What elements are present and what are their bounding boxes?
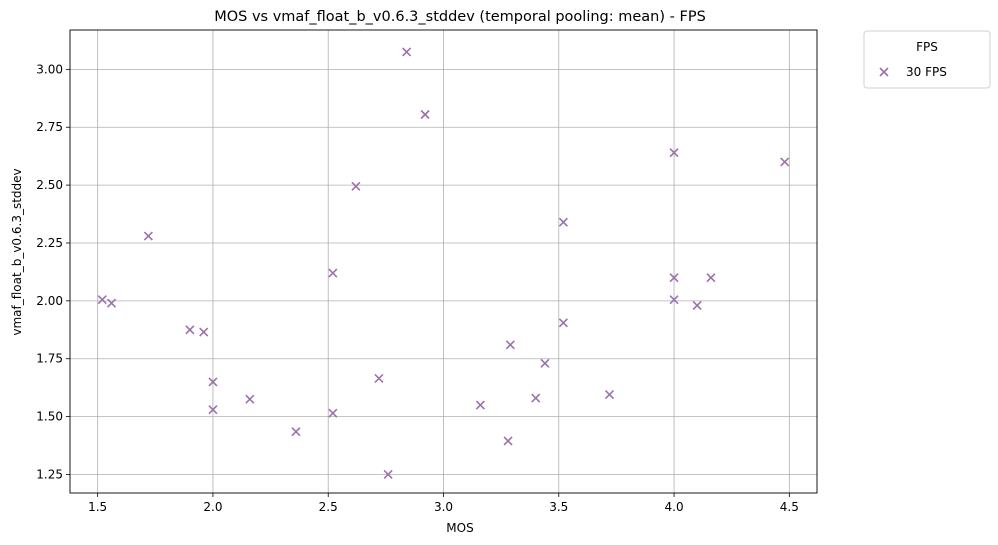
legend-frame	[863, 30, 991, 89]
legend-title: FPS	[916, 40, 938, 54]
data-point	[692, 300, 702, 311]
legend-marker-x	[879, 67, 889, 77]
data-point	[383, 469, 393, 480]
data-point	[505, 340, 515, 350]
data-point	[208, 405, 218, 415]
x-tick-label: 2.5	[319, 500, 338, 514]
data-point	[604, 390, 615, 400]
legend: FPS 30 FPS	[863, 30, 991, 89]
grid	[70, 30, 817, 493]
y-axis-label: vmaf_float_b_v0.6.3_stddev	[10, 168, 24, 335]
y-tick-label: 2.25	[36, 236, 63, 250]
data-point	[558, 318, 568, 328]
y-tick-label: 2.75	[36, 120, 63, 134]
data-point	[475, 400, 485, 410]
y-tick-label: 2.00	[36, 294, 63, 308]
x-tick-label: 3.0	[434, 500, 453, 514]
data-point	[558, 217, 568, 227]
y-tick-label: 1.25	[36, 467, 63, 481]
x-tick-label: 3.5	[549, 500, 568, 514]
data-point	[402, 47, 412, 57]
x-tick-label: 4.0	[665, 500, 684, 514]
x-axis-label: MOS	[446, 521, 473, 535]
data-point	[199, 327, 209, 337]
y-tick-label: 3.00	[36, 62, 63, 76]
data-point	[669, 273, 679, 283]
data-point	[328, 268, 338, 278]
data-point	[245, 394, 255, 404]
data-point	[503, 436, 513, 446]
x-tick-label: 1.5	[88, 500, 107, 514]
data-point	[208, 377, 218, 387]
data-point	[669, 295, 679, 305]
legend-entry-label: 30 FPS	[906, 65, 947, 79]
data-point	[669, 148, 679, 158]
chart-title: MOS vs vmaf_float_b_v0.6.3_stddev (tempo…	[214, 9, 706, 25]
data-point	[351, 181, 361, 191]
data-point	[531, 393, 541, 403]
data-point	[540, 358, 550, 368]
y-tick-label: 1.50	[36, 410, 63, 424]
data-point	[374, 373, 384, 383]
data-point	[420, 109, 430, 120]
data-point	[328, 408, 338, 418]
x-axis-ticks: 1.5 2.0 2.5 3.0 3.5 4.0 4.5	[88, 493, 799, 514]
data-point	[97, 295, 107, 305]
data-point	[143, 231, 153, 241]
x-tick-label: 2.0	[203, 500, 222, 514]
y-tick-label: 1.75	[36, 352, 63, 366]
y-tick-label: 2.50	[36, 178, 63, 192]
data-point	[780, 157, 790, 167]
data-point	[291, 427, 301, 437]
data-points	[97, 47, 790, 480]
x-tick-label: 4.5	[780, 500, 799, 514]
legend-marker-icon	[879, 67, 889, 77]
data-point	[706, 273, 716, 283]
data-point	[106, 298, 117, 308]
data-point	[185, 325, 195, 335]
y-axis-ticks: 1.25 1.50 1.75 2.00 2.25 2.50 2.75 3.00	[36, 62, 70, 481]
